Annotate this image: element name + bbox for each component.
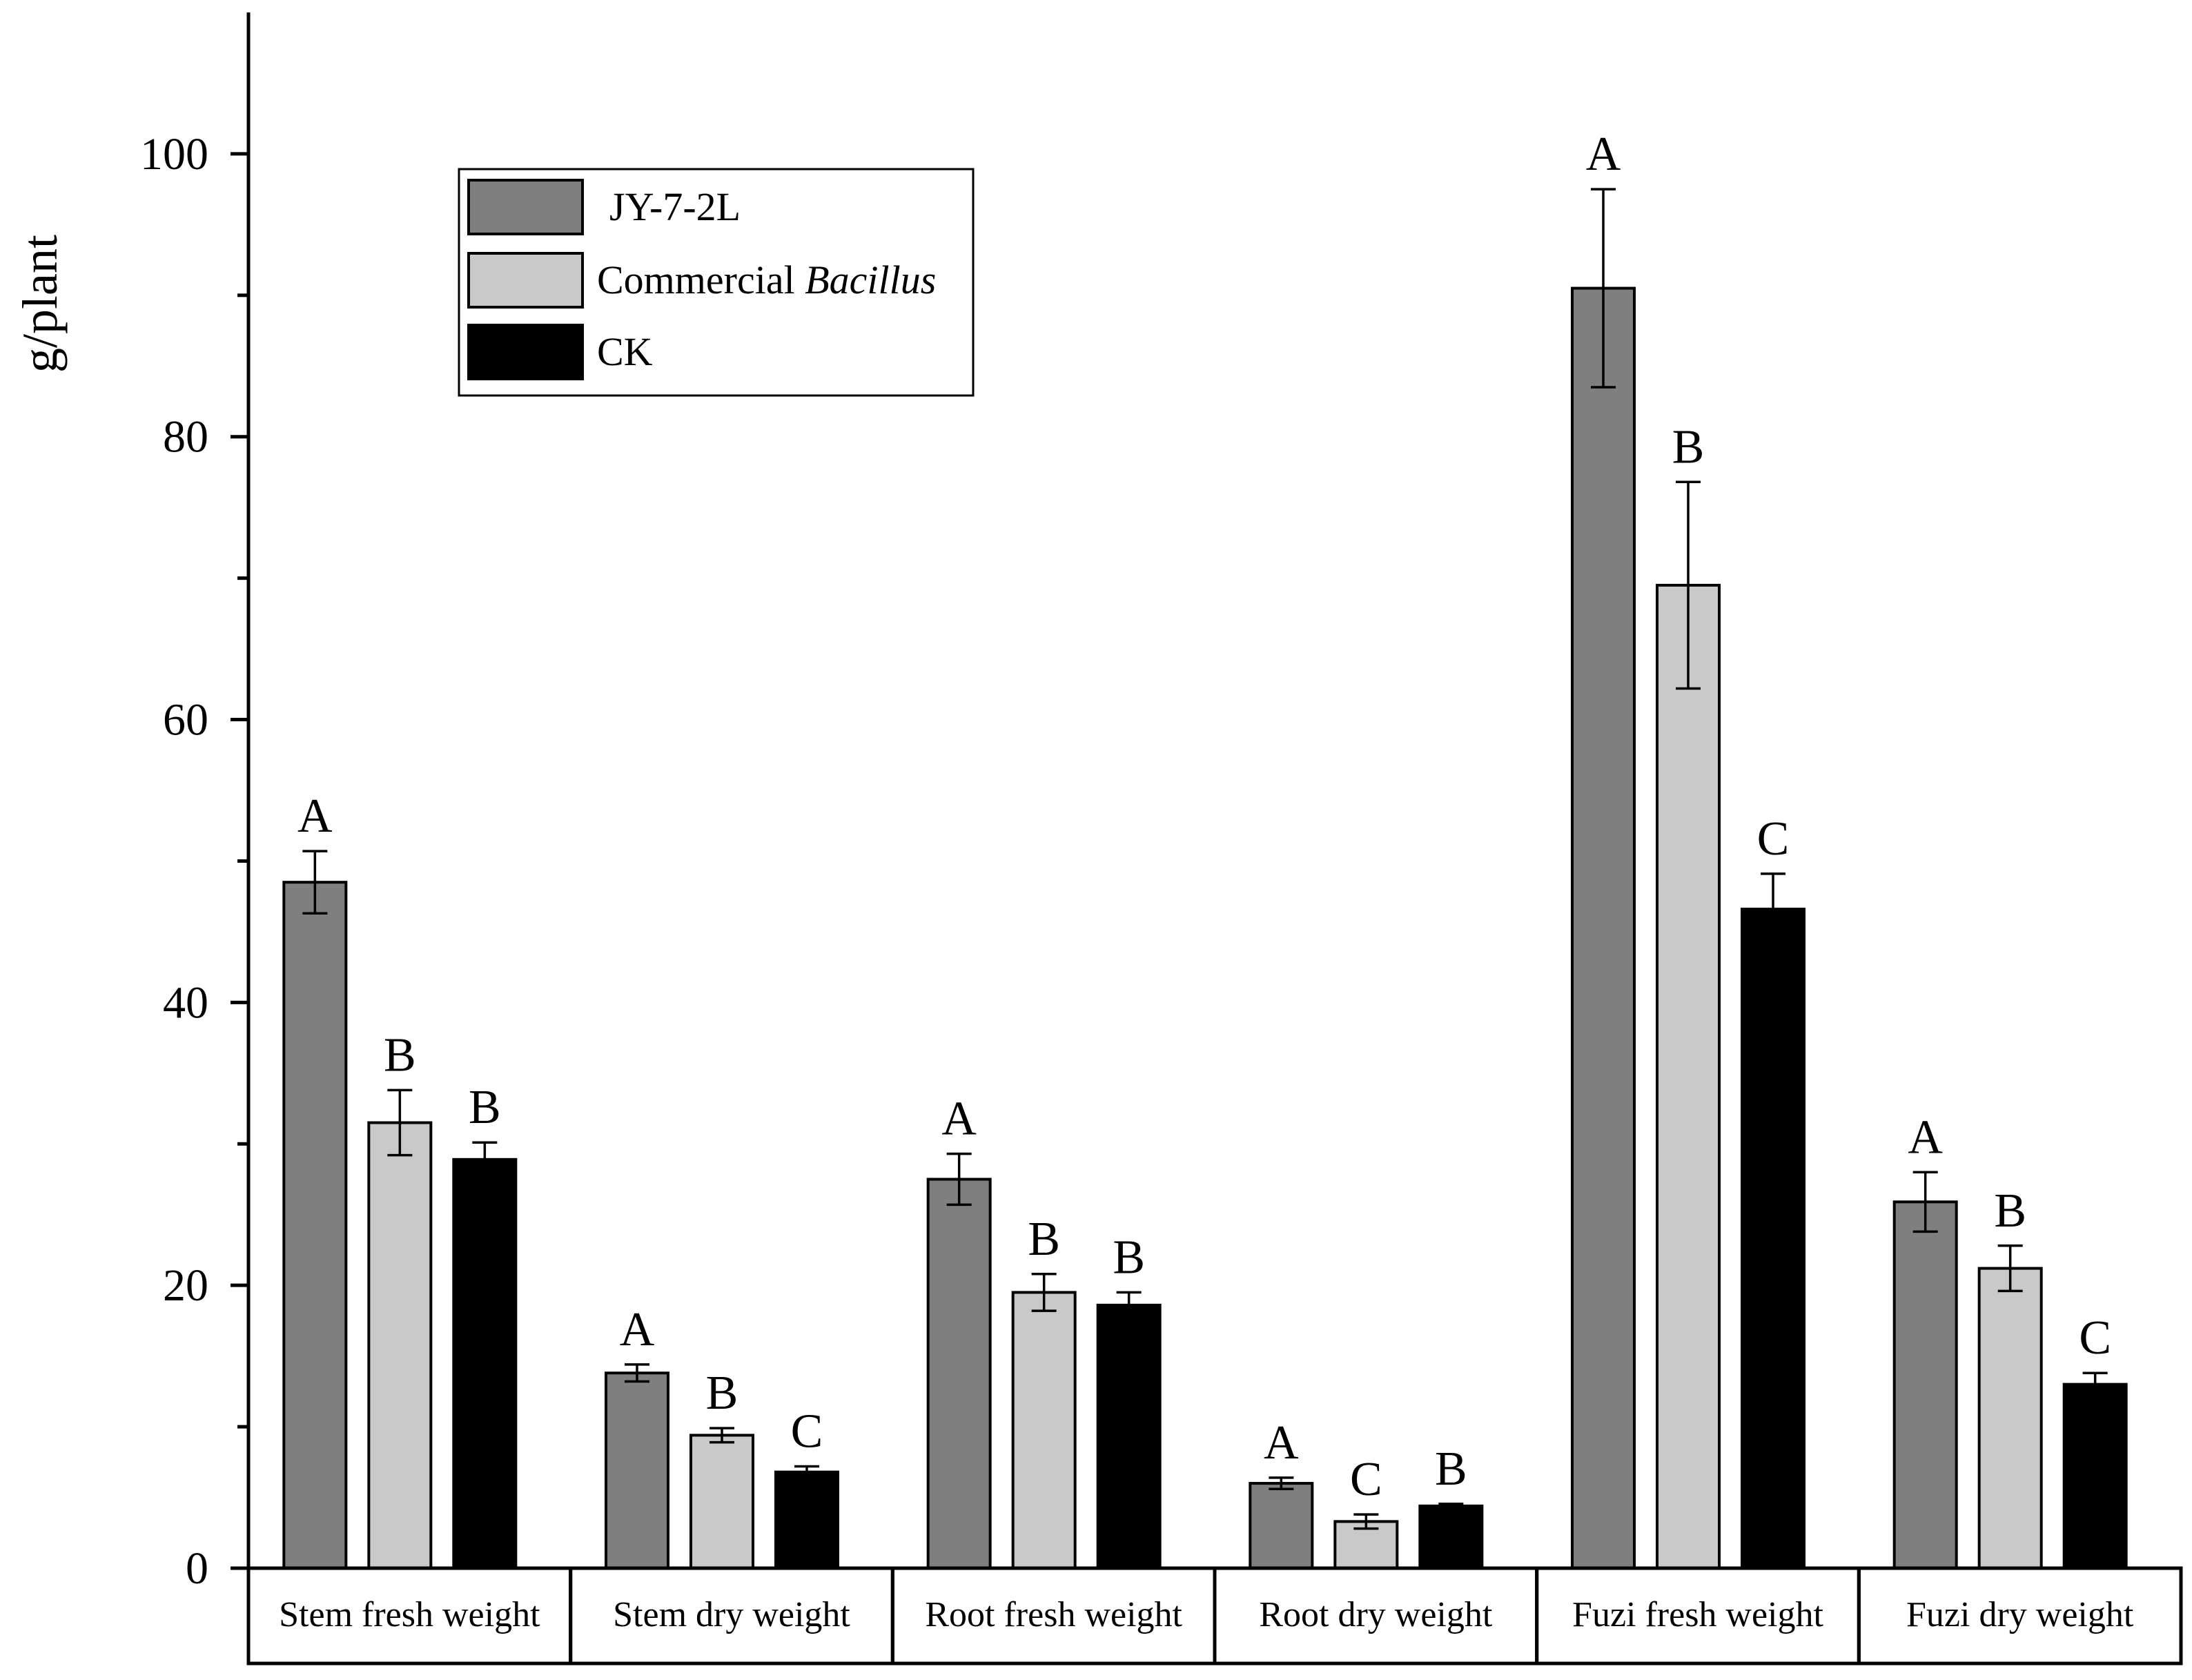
bar bbox=[605, 1371, 669, 1570]
category-label: Root fresh weight bbox=[925, 1595, 1182, 1634]
significance-letter: A bbox=[1264, 1416, 1299, 1469]
bar bbox=[1249, 1482, 1314, 1570]
significance-letter: B bbox=[1994, 1184, 2026, 1238]
bar bbox=[1741, 908, 1806, 1570]
bar bbox=[1977, 1267, 2043, 1570]
bar bbox=[774, 1470, 839, 1570]
significance-letter: C bbox=[791, 1405, 823, 1458]
legend-label: CK bbox=[597, 329, 653, 374]
bar bbox=[452, 1158, 518, 1570]
bar bbox=[689, 1434, 754, 1570]
legend-label: Commercial Bacillus bbox=[597, 257, 936, 302]
legend-swatch bbox=[467, 179, 584, 235]
bar bbox=[1892, 1200, 1958, 1570]
legend-label: JY-7-2L bbox=[609, 184, 741, 229]
significance-letter: C bbox=[1350, 1453, 1382, 1506]
significance-letter: A bbox=[297, 790, 333, 843]
category-label: Fuzi fresh weight bbox=[1572, 1595, 1823, 1634]
bar bbox=[2062, 1383, 2128, 1570]
bar bbox=[926, 1178, 992, 1570]
bar bbox=[367, 1121, 433, 1570]
significance-letter: C bbox=[2079, 1311, 2111, 1365]
bar bbox=[1011, 1291, 1077, 1570]
y-tick-label: 80 bbox=[163, 412, 208, 462]
category-label: Stem dry weight bbox=[613, 1595, 850, 1634]
legend-swatch bbox=[467, 324, 584, 380]
category-label: Stem fresh weight bbox=[279, 1595, 540, 1634]
significance-letter: B bbox=[1435, 1443, 1467, 1496]
category-box bbox=[1857, 1566, 2183, 1666]
significance-letter: B bbox=[1113, 1231, 1145, 1284]
y-axis-label: g/plant bbox=[12, 235, 68, 373]
y-tick-label: 60 bbox=[163, 695, 208, 745]
bar bbox=[282, 881, 348, 1570]
legend-swatch bbox=[467, 252, 584, 309]
significance-letter: B bbox=[469, 1081, 501, 1134]
significance-letter: A bbox=[1908, 1111, 1943, 1164]
significance-letter: B bbox=[1028, 1213, 1060, 1266]
y-tick-label: 0 bbox=[186, 1543, 208, 1594]
significance-letter: C bbox=[1757, 812, 1790, 866]
category-label: Fuzi dry weight bbox=[1906, 1595, 2134, 1634]
y-tick-label: 40 bbox=[163, 977, 208, 1028]
significance-letter: B bbox=[384, 1028, 416, 1082]
significance-letter: A bbox=[941, 1093, 977, 1146]
bar bbox=[1096, 1303, 1162, 1570]
significance-letter: A bbox=[620, 1303, 655, 1356]
bar bbox=[1571, 286, 1636, 1570]
bar bbox=[1656, 583, 1721, 1570]
significance-letter: A bbox=[1586, 128, 1621, 181]
significance-letter: B bbox=[1672, 420, 1705, 473]
y-tick-label: 100 bbox=[140, 129, 208, 179]
bar bbox=[1418, 1504, 1484, 1570]
category-label: Root dry weight bbox=[1259, 1595, 1493, 1634]
y-tick-label: 20 bbox=[163, 1260, 208, 1311]
significance-letter: B bbox=[706, 1367, 738, 1420]
